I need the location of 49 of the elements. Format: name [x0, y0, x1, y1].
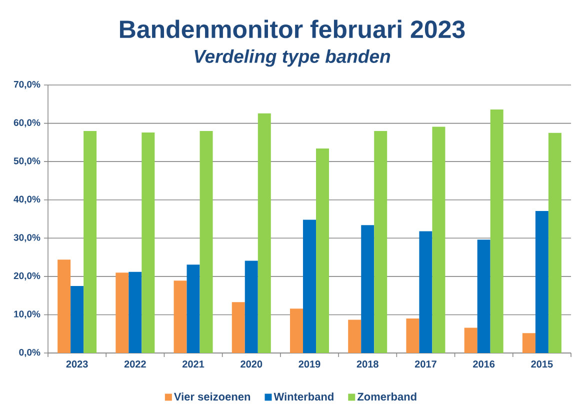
- bar: [406, 318, 420, 353]
- legend-label: Zomerband: [357, 392, 416, 401]
- y-tick-label: 10,0%: [14, 310, 40, 319]
- bar: [58, 260, 71, 353]
- bar: [419, 231, 432, 353]
- chart-subtitle: Verdeling type banden: [194, 49, 390, 67]
- legend-label: Winterband: [274, 392, 334, 401]
- x-tick-label: 2023: [66, 360, 88, 368]
- x-tick-label: 2017: [414, 360, 436, 368]
- y-tick-label: 60,0%: [14, 119, 40, 128]
- bar: [116, 272, 129, 353]
- bar: [186, 264, 200, 353]
- x-tick-label: 2020: [240, 360, 262, 368]
- bar: [361, 225, 374, 353]
- bar: [128, 272, 142, 353]
- bar: [490, 110, 504, 353]
- legend-label: Vier seizoenen: [174, 392, 250, 401]
- x-tick-label: 2019: [298, 360, 320, 368]
- bar: [464, 328, 478, 353]
- bar: [174, 280, 187, 353]
- y-tick-label: 20,0%: [14, 272, 40, 280]
- x-tick-label: 2022: [124, 360, 146, 368]
- y-tick-label: 50,0%: [14, 158, 40, 166]
- bar: [244, 260, 258, 353]
- bar: [432, 126, 446, 353]
- chart-title: Bandenmonitor februari 2023: [120, 20, 465, 38]
- y-tick-label: 70,0%: [14, 80, 40, 90]
- bar: [522, 333, 536, 353]
- bar: [348, 320, 362, 353]
- x-tick-label: 2015: [531, 360, 553, 368]
- bar: [290, 308, 303, 353]
- bar: [258, 113, 271, 353]
- bar: [70, 286, 84, 353]
- bar: [200, 130, 213, 353]
- x-tick-label: 2016: [473, 360, 495, 368]
- bar: [84, 130, 97, 353]
- bar: [374, 130, 388, 353]
- bar: [303, 220, 316, 353]
- x-tick-label: 2021: [182, 360, 204, 368]
- x-tick-label: 2018: [356, 360, 378, 368]
- bar: [142, 132, 155, 353]
- bar: [535, 210, 548, 353]
- bar: [316, 148, 329, 353]
- y-tick-label: 30,0%: [14, 234, 40, 242]
- bar: [548, 132, 562, 353]
- y-tick-label: 0,0%: [19, 348, 40, 358]
- bar: [477, 240, 490, 353]
- y-tick-label: 40,0%: [14, 196, 40, 204]
- bar: [232, 302, 245, 353]
